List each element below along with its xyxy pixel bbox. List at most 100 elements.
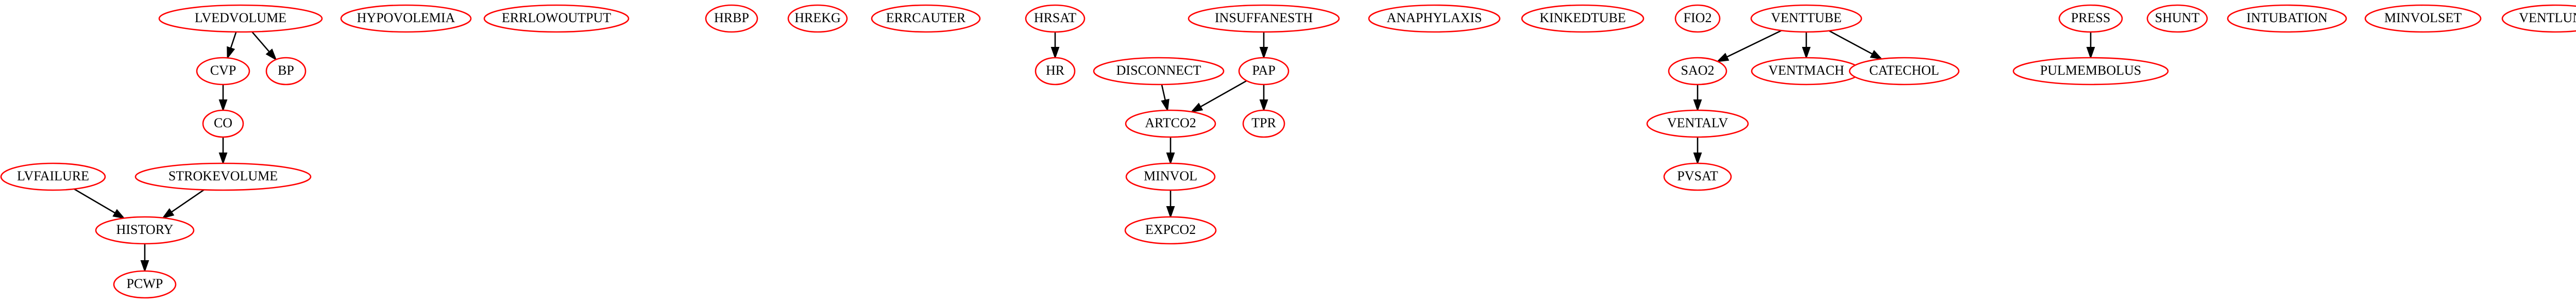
graph-nodes: LVEDVOLUME HYPOVOLEMIA ERRLOWOUTPUT HRBP HRE…: [0, 4, 2576, 299]
node-ellipse: [1188, 4, 1340, 33]
edge-lvedvolume-to-bp: [251, 31, 277, 61]
node-ellipse: [1849, 57, 1960, 86]
graph-edges: [74, 30, 2095, 273]
node-ellipse: [2012, 57, 2169, 86]
node-minvol: MINVOL: [1125, 162, 1216, 191]
arrowhead-icon: [1161, 98, 1170, 112]
node-ventmach: VENTMACH: [1751, 57, 1862, 86]
node-label: VENTALV: [1667, 115, 1728, 130]
node-insuffanesth: INSUFFANESTH: [1188, 4, 1340, 33]
node-ellipse: [1125, 109, 1216, 138]
node-label: ERRCAUTER: [886, 10, 966, 25]
node-fio2: FIO2: [1674, 4, 1721, 33]
arrowhead-icon: [161, 208, 175, 219]
node-ellipse: [113, 270, 177, 299]
arrowhead-icon: [2086, 47, 2095, 60]
node-ellipse: [158, 4, 323, 33]
node-ellipse: [1025, 4, 1086, 33]
node-ellipse: [134, 162, 312, 191]
node-ellipse: [705, 4, 758, 33]
edge-line: [1200, 80, 1247, 108]
node-kinkedtube: KINKEDTUBE: [1521, 4, 1645, 33]
edge-cvp-to-co: [218, 85, 228, 112]
edge-history-to-pcwp: [140, 244, 149, 273]
edge-pap-to-tpr: [1259, 85, 1268, 112]
node-ellipse: [202, 109, 244, 138]
node-lvedvolume: LVEDVOLUME: [158, 4, 323, 33]
node-label: HISTORY: [116, 222, 174, 237]
node-label: SAO2: [1681, 63, 1714, 78]
node-label: PRESS: [2071, 10, 2111, 25]
node-hrekg: HREKG: [787, 4, 848, 33]
node-ellipse: [196, 57, 250, 86]
node-label: PAP: [1252, 63, 1275, 78]
arrowhead-icon: [140, 260, 149, 273]
node-lvfailure: LVFAILURE: [0, 162, 106, 191]
node-label: STROKEVOLUME: [168, 168, 278, 183]
node-press: PRESS: [2058, 4, 2123, 33]
node-expco2: EXPCO2: [1124, 216, 1217, 245]
edge-line: [171, 189, 205, 213]
arrowhead-icon: [1166, 153, 1175, 165]
node-disconnect: DISCONNECT: [1093, 57, 1225, 86]
edge-sao2-to-ventalv: [1693, 85, 1702, 112]
arrowhead-icon: [112, 209, 126, 219]
arrowhead-icon: [1870, 50, 1883, 60]
node-ellipse: [1124, 216, 1217, 245]
edge-venttube-to-sao2: [1716, 30, 1782, 62]
node-hr: HR: [1035, 57, 1076, 86]
node-label: HREKG: [794, 10, 841, 25]
node-bp: BP: [265, 57, 307, 86]
node-ellipse: [2501, 4, 2576, 33]
edge-venttube-to-ventmach: [1802, 32, 1811, 60]
node-label: MINVOLSET: [2384, 10, 2462, 25]
node-label: PULMEMBOLUS: [2040, 63, 2141, 78]
node-ellipse: [2058, 4, 2123, 33]
edge-hrsat-to-hr: [1050, 32, 1060, 60]
node-label: CO: [214, 115, 232, 130]
edge-artco2-to-minvol: [1166, 137, 1175, 165]
node-shunt: SHUNT: [2146, 4, 2208, 33]
node-strokevolume: STROKEVOLUME: [134, 162, 312, 191]
node-ellipse: [1093, 57, 1225, 86]
node-label: ANAPHYLAXIS: [1387, 10, 1482, 25]
node-hrsat: HRSAT: [1025, 4, 1086, 33]
arrowhead-icon: [1259, 47, 1268, 60]
node-pulmembolus: PULMEMBOLUS: [2012, 57, 2169, 86]
edge-minvol-to-expco2: [1166, 190, 1175, 219]
node-minvolset: MINVOLSET: [2364, 4, 2482, 33]
node-label: HR: [1046, 63, 1065, 78]
node-label: DISCONNECT: [1116, 63, 1201, 78]
arrowhead-icon: [1802, 47, 1811, 60]
node-ellipse: [95, 216, 195, 245]
node-ellipse: [1668, 57, 1727, 86]
node-catechol: CATECHOL: [1849, 57, 1960, 86]
arrowhead-icon: [227, 46, 235, 60]
edge-ventalv-to-pvsat: [1693, 137, 1702, 165]
edge-pap-to-artco2: [1190, 80, 1247, 113]
node-ellipse: [1242, 109, 1285, 138]
node-ellipse: [1646, 109, 1749, 138]
node-label: VENTTUBE: [1771, 10, 1841, 25]
node-ellipse: [2146, 4, 2208, 33]
arrowhead-icon: [1259, 99, 1268, 112]
node-hrbp: HRBP: [705, 4, 758, 33]
edge-strokevolume-to-history: [161, 189, 205, 219]
node-label: LVFAILURE: [17, 168, 89, 183]
node-label: HRSAT: [1034, 10, 1076, 25]
node-ellipse: [1238, 57, 1290, 86]
node-history: HISTORY: [95, 216, 195, 245]
node-ellipse: [0, 162, 106, 191]
node-tpr: TPR: [1242, 109, 1285, 138]
edge-line: [1828, 30, 1873, 55]
edge-lvedvolume-to-cvp: [227, 31, 237, 60]
edge-venttube-to-catechol: [1828, 30, 1883, 60]
node-label: BP: [278, 63, 294, 78]
node-pap: PAP: [1238, 57, 1290, 86]
node-intubation: INTUBATION: [2227, 4, 2347, 33]
node-label: ERRLOWOUTPUT: [502, 10, 611, 25]
node-errlowoutput: ERRLOWOUTPUT: [483, 4, 630, 33]
node-artco2: ARTCO2: [1125, 109, 1216, 138]
node-ellipse: [1035, 57, 1076, 86]
node-label: PCWP: [127, 276, 163, 291]
